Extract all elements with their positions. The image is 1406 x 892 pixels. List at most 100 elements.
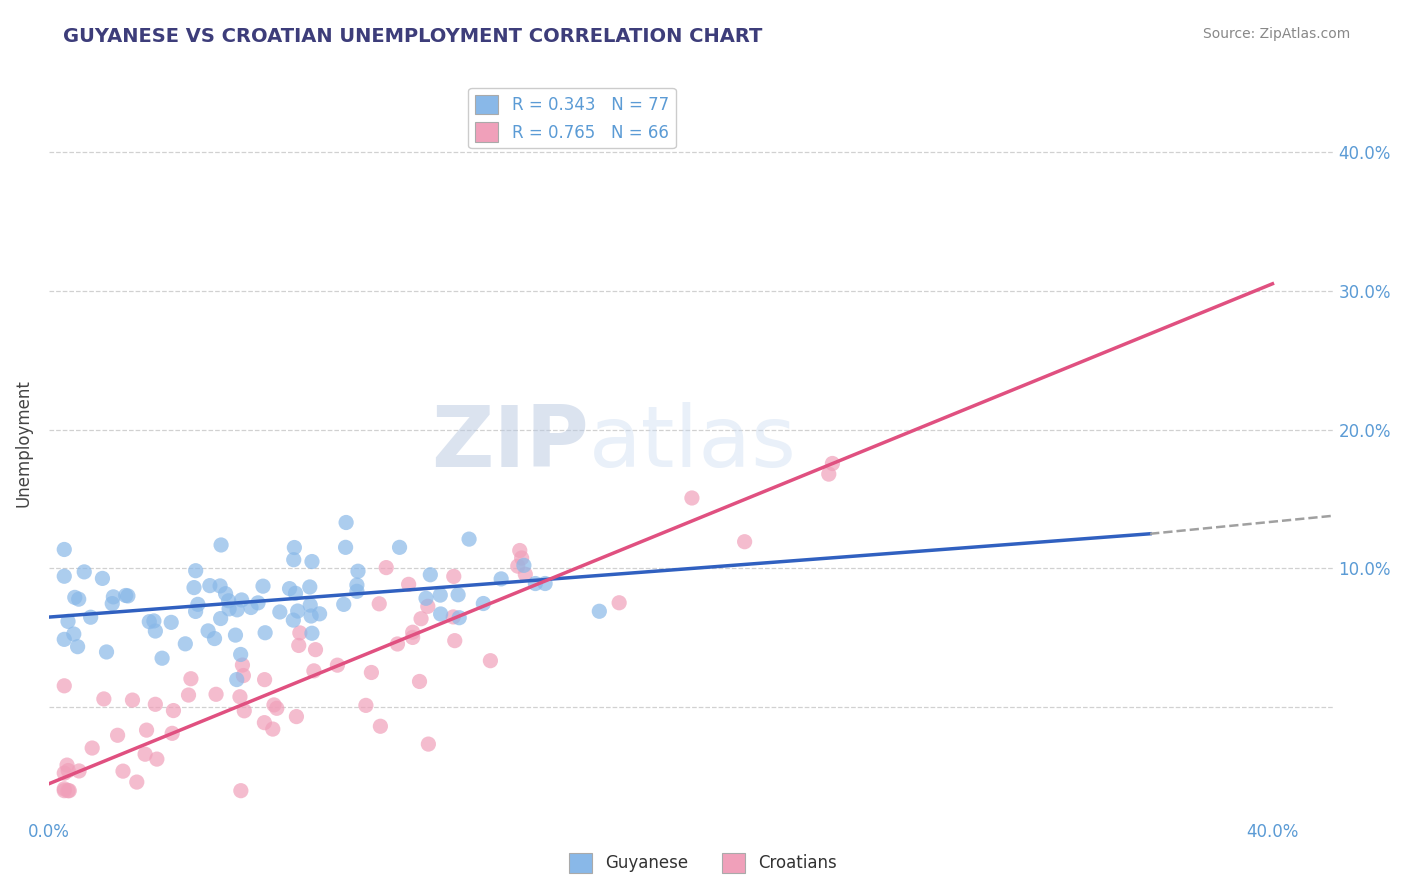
Point bbox=[285, 709, 308, 723]
Point bbox=[134, 747, 156, 762]
Point bbox=[254, 625, 277, 640]
Point bbox=[326, 658, 349, 673]
Point bbox=[62, 627, 84, 641]
Point bbox=[447, 588, 470, 602]
Point bbox=[346, 578, 368, 592]
Point bbox=[458, 532, 481, 546]
Point bbox=[197, 624, 219, 638]
Point bbox=[117, 589, 139, 603]
Point bbox=[246, 596, 269, 610]
Point bbox=[184, 564, 207, 578]
Point bbox=[253, 673, 276, 687]
Point bbox=[53, 781, 76, 796]
Point bbox=[226, 603, 249, 617]
Point bbox=[375, 560, 398, 574]
Point bbox=[209, 579, 232, 593]
Y-axis label: Unemployment: Unemployment bbox=[15, 380, 32, 508]
Point bbox=[103, 590, 125, 604]
Point bbox=[67, 592, 90, 607]
Point bbox=[79, 610, 101, 624]
Point bbox=[150, 651, 173, 665]
Point bbox=[524, 576, 547, 591]
Text: Source: ZipAtlas.com: Source: ZipAtlas.com bbox=[1202, 27, 1350, 41]
Point bbox=[204, 632, 226, 646]
Point bbox=[429, 588, 451, 602]
Point bbox=[506, 559, 529, 574]
Point bbox=[53, 766, 76, 780]
Point bbox=[398, 577, 420, 591]
Text: ZIP: ZIP bbox=[430, 402, 589, 485]
Point bbox=[288, 626, 311, 640]
Point bbox=[53, 542, 76, 557]
Point bbox=[419, 567, 441, 582]
Point bbox=[183, 581, 205, 595]
Point bbox=[284, 586, 307, 600]
Point bbox=[269, 605, 291, 619]
Point bbox=[58, 783, 80, 797]
Point bbox=[283, 541, 305, 555]
Point bbox=[370, 719, 392, 733]
Point bbox=[441, 610, 464, 624]
Point bbox=[368, 597, 391, 611]
Point bbox=[817, 467, 839, 482]
Point bbox=[513, 558, 536, 573]
Point bbox=[107, 728, 129, 742]
Point bbox=[479, 654, 502, 668]
Point bbox=[509, 543, 531, 558]
Point bbox=[401, 631, 423, 645]
Point bbox=[56, 615, 79, 629]
Point bbox=[429, 607, 451, 621]
Point bbox=[346, 584, 368, 599]
Point bbox=[233, 704, 256, 718]
Point bbox=[472, 597, 495, 611]
Point bbox=[56, 783, 79, 797]
Point bbox=[266, 701, 288, 715]
Point bbox=[253, 715, 276, 730]
Point bbox=[252, 579, 274, 593]
Point bbox=[231, 658, 253, 673]
Point bbox=[408, 674, 430, 689]
Point bbox=[93, 692, 115, 706]
Point bbox=[232, 668, 254, 682]
Point bbox=[360, 665, 382, 680]
Point bbox=[135, 723, 157, 738]
Point bbox=[335, 541, 357, 555]
Point bbox=[347, 564, 370, 578]
Point bbox=[607, 596, 630, 610]
Point bbox=[240, 600, 263, 615]
Point bbox=[229, 783, 252, 797]
Point bbox=[53, 679, 76, 693]
Point bbox=[262, 722, 284, 736]
Point bbox=[209, 611, 232, 625]
Point bbox=[225, 673, 247, 687]
Point bbox=[821, 457, 844, 471]
Point bbox=[143, 698, 166, 712]
Point bbox=[409, 612, 432, 626]
Point bbox=[214, 587, 236, 601]
Legend: R = 0.343   N = 77, R = 0.765   N = 66: R = 0.343 N = 77, R = 0.765 N = 66 bbox=[468, 88, 675, 148]
Point bbox=[91, 571, 114, 585]
Point bbox=[449, 610, 471, 624]
Point bbox=[301, 626, 323, 640]
Point bbox=[53, 569, 76, 583]
Point bbox=[180, 672, 202, 686]
Point bbox=[287, 639, 309, 653]
Point bbox=[209, 538, 232, 552]
Point bbox=[308, 607, 330, 621]
Point bbox=[162, 704, 184, 718]
Point bbox=[231, 593, 253, 607]
Point bbox=[187, 598, 209, 612]
Point bbox=[283, 613, 305, 627]
Point bbox=[332, 598, 354, 612]
Point bbox=[82, 741, 104, 756]
Point bbox=[198, 579, 221, 593]
Point bbox=[302, 664, 325, 678]
Point bbox=[53, 632, 76, 647]
Point bbox=[229, 690, 252, 704]
Point bbox=[218, 594, 240, 608]
Point bbox=[354, 698, 377, 713]
Point bbox=[263, 698, 285, 712]
Point bbox=[101, 597, 124, 611]
Point bbox=[681, 491, 703, 505]
Point bbox=[224, 628, 246, 642]
